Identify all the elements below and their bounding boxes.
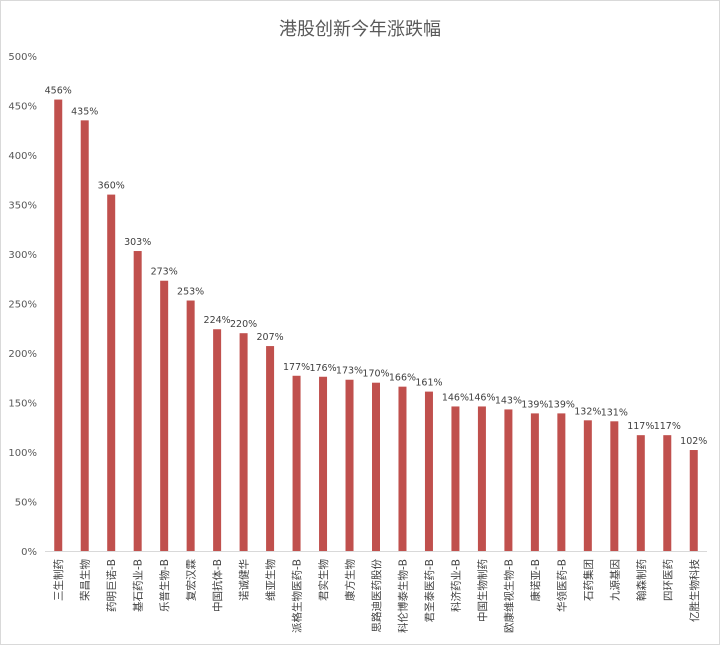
category-label: 欧康维视生物-B xyxy=(502,559,515,633)
category-label: 君圣泰医药-B xyxy=(423,559,436,623)
data-label: 207% xyxy=(256,332,283,343)
bar xyxy=(292,375,301,551)
category-label: 科济药业-B xyxy=(449,559,462,612)
category-label: 中国抗体-B xyxy=(211,559,224,612)
bar xyxy=(689,450,698,551)
category-label: 康诺亚-B xyxy=(529,559,542,602)
bar xyxy=(557,413,566,551)
data-label: 435% xyxy=(71,106,98,117)
bar xyxy=(451,406,460,551)
data-label: 139% xyxy=(521,399,548,410)
y-tick-label: 500% xyxy=(8,52,37,63)
category-label: 亿胜生物科技 xyxy=(688,559,701,622)
category-label: 君实生物 xyxy=(317,559,330,601)
bar xyxy=(186,300,195,551)
bar xyxy=(54,99,63,551)
bar xyxy=(530,413,539,551)
bar xyxy=(266,346,275,551)
data-label: 177% xyxy=(283,362,310,373)
y-tick-label: 450% xyxy=(8,102,37,113)
bar xyxy=(372,382,380,551)
data-label: 303% xyxy=(124,237,151,248)
y-tick-label: 100% xyxy=(8,448,37,459)
category-label: 三生制药 xyxy=(52,559,65,601)
data-label: 117% xyxy=(627,421,654,432)
data-label: 166% xyxy=(389,373,416,384)
data-label: 456% xyxy=(45,86,72,97)
data-label: 143% xyxy=(495,395,522,406)
y-tick-label: 250% xyxy=(8,300,37,311)
data-label: 146% xyxy=(442,392,469,403)
y-tick-label: 300% xyxy=(8,250,37,261)
data-label: 273% xyxy=(151,267,178,278)
bar xyxy=(504,409,513,551)
category-label: 基石药业-B xyxy=(132,559,145,612)
category-label: 九源基因 xyxy=(608,559,621,601)
data-label: 173% xyxy=(336,366,363,377)
data-label: 176% xyxy=(309,363,336,374)
y-tick-label: 400% xyxy=(8,151,37,162)
data-label: 220% xyxy=(230,319,257,330)
bar xyxy=(424,391,433,551)
bar xyxy=(213,329,222,551)
bar xyxy=(636,435,645,551)
bar xyxy=(583,420,592,551)
bar xyxy=(610,421,619,551)
y-tick-label: 200% xyxy=(8,349,37,360)
bar xyxy=(133,251,142,551)
data-label: 117% xyxy=(654,421,681,432)
data-label: 360% xyxy=(98,181,125,192)
data-label: 131% xyxy=(601,407,628,418)
data-label: 253% xyxy=(177,287,204,298)
bar xyxy=(239,333,248,551)
category-label: 石药集团 xyxy=(582,559,595,601)
data-label: 224% xyxy=(204,315,231,326)
data-label: 139% xyxy=(548,399,575,410)
category-label: 科伦博泰生物-B xyxy=(396,559,409,633)
category-label: 翰森制药 xyxy=(635,559,648,601)
category-label: 华领医药-B xyxy=(555,559,568,612)
y-tick-label: 0% xyxy=(21,547,37,558)
category-label: 四环医药 xyxy=(662,559,674,601)
data-label: 170% xyxy=(362,369,389,380)
y-tick-label: 50% xyxy=(15,498,37,509)
y-tick-label: 150% xyxy=(8,399,37,410)
category-label: 思路迪医药股份 xyxy=(370,559,383,633)
bar xyxy=(107,194,116,551)
category-label: 复宏汉霖 xyxy=(185,559,198,601)
bar xyxy=(663,435,672,551)
data-label: 161% xyxy=(415,378,442,389)
bar xyxy=(345,379,354,551)
category-label: 康方生物 xyxy=(344,559,357,601)
data-label: 102% xyxy=(680,436,707,447)
category-label: 荣昌生物 xyxy=(79,559,92,601)
chart-title: 港股创新今年涨跌幅 xyxy=(279,19,441,40)
y-tick-label: 350% xyxy=(8,201,37,212)
data-label: 146% xyxy=(468,392,495,403)
category-label: 诺诚健华 xyxy=(238,559,251,601)
category-label: 乐普生物-B xyxy=(158,559,171,612)
data-label: 132% xyxy=(574,406,601,417)
category-label: 药明巨诺-B xyxy=(106,559,118,612)
bar xyxy=(80,120,89,551)
bar xyxy=(319,376,328,551)
bar xyxy=(160,280,169,551)
bar xyxy=(477,406,486,551)
category-label: 派格生物医药-B xyxy=(291,559,304,633)
category-label: 维亚生物 xyxy=(264,559,277,601)
category-label: 中国生物制药 xyxy=(476,559,489,622)
bar xyxy=(398,386,407,551)
